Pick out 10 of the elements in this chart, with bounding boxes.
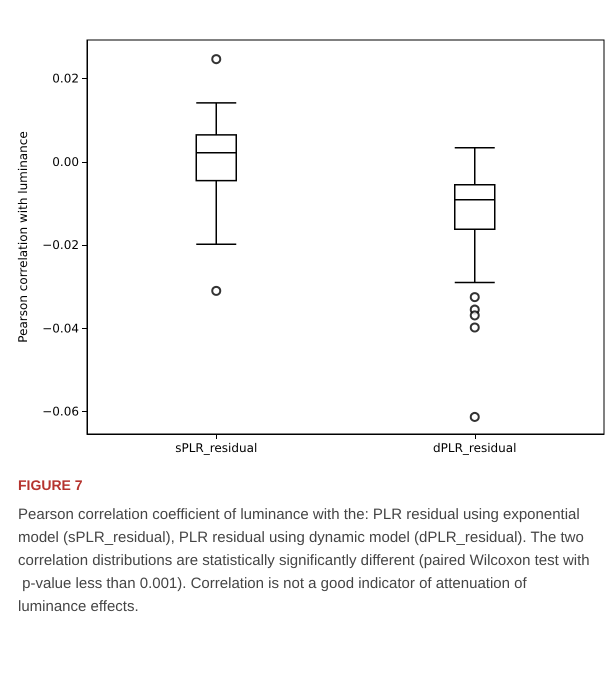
y-axis-title: Pearson correlation with luminance (16, 131, 30, 343)
y-tick-label: −0.06 (42, 404, 79, 419)
y-tick-label: −0.04 (42, 321, 79, 336)
x-tick-label: dPLR_residual (433, 441, 516, 455)
y-tick-label: 0.00 (52, 154, 79, 169)
y-tick-label: −0.02 (42, 238, 79, 252)
caption: FIGURE 7 (18, 477, 83, 493)
x-tick-label: sPLR_residual (175, 441, 258, 455)
y-tick-label: 0.02 (52, 72, 79, 86)
text: Pearson correlation coefficient of luminance with the: PLR residual using exponential model (sPLR_residual), PLR residual using dynamic model (dPLR_residual). The two correlation distributions are statistically significantly different (paired Wilcoxon test with p-value less than 0.001). Correlation is not a good indicator of attenuation of luminance effects. (18, 506, 590, 615)
